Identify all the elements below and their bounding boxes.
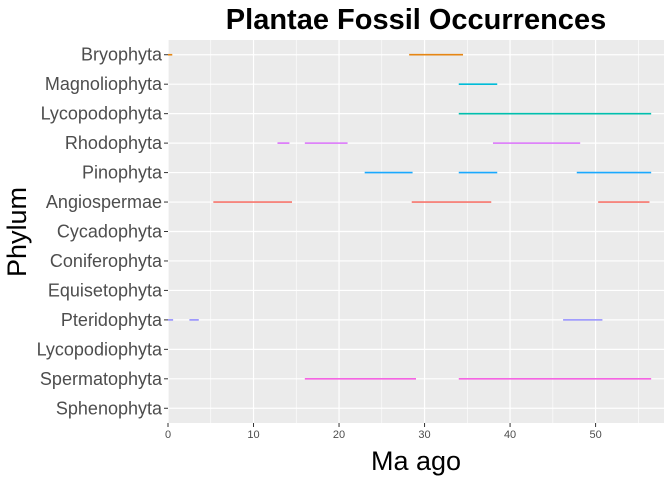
y-tick-label: Pinophyta	[82, 163, 163, 183]
x-tick-label: 20	[333, 429, 345, 441]
y-tick-label: Spermatophyta	[40, 369, 163, 389]
y-tick-label: Bryophyta	[81, 45, 163, 65]
y-axis-title: Phylum	[2, 187, 32, 277]
x-tick-label: 40	[504, 429, 516, 441]
y-tick-label: Lycopodophyta	[41, 104, 163, 124]
y-axis: Bryophyta Magnoliophyta Lycopodophyta Rhodo…	[37, 45, 168, 418]
range-segments	[168, 53, 652, 380]
x-tick-label: 10	[247, 429, 259, 441]
x-tick-label: 0	[165, 429, 171, 441]
x-tick-label: 50	[589, 429, 601, 441]
y-tick-label: Cycadophyta	[57, 222, 163, 242]
y-tick-label: Pteridophyta	[61, 310, 163, 330]
y-tick-label: Coniferophyta	[50, 251, 163, 271]
x-axis-title: Ma ago	[371, 446, 461, 476]
y-tick-label: Lycopodiophyta	[37, 339, 163, 359]
grid-major	[167, 40, 664, 423]
x-tick-label: 30	[418, 429, 430, 441]
x-axis: 0 10 20 30 40 50	[165, 423, 602, 441]
y-tick-label: Equisetophyta	[48, 280, 163, 300]
y-tick-label: Sphenophyta	[56, 398, 163, 418]
y-tick-label: Magnoliophyta	[45, 74, 163, 94]
chart-title: Plantae Fossil Occurrences	[226, 4, 606, 36]
y-tick-label: Rhodophyta	[65, 133, 163, 153]
y-tick-label: Angiospermae	[46, 192, 162, 212]
